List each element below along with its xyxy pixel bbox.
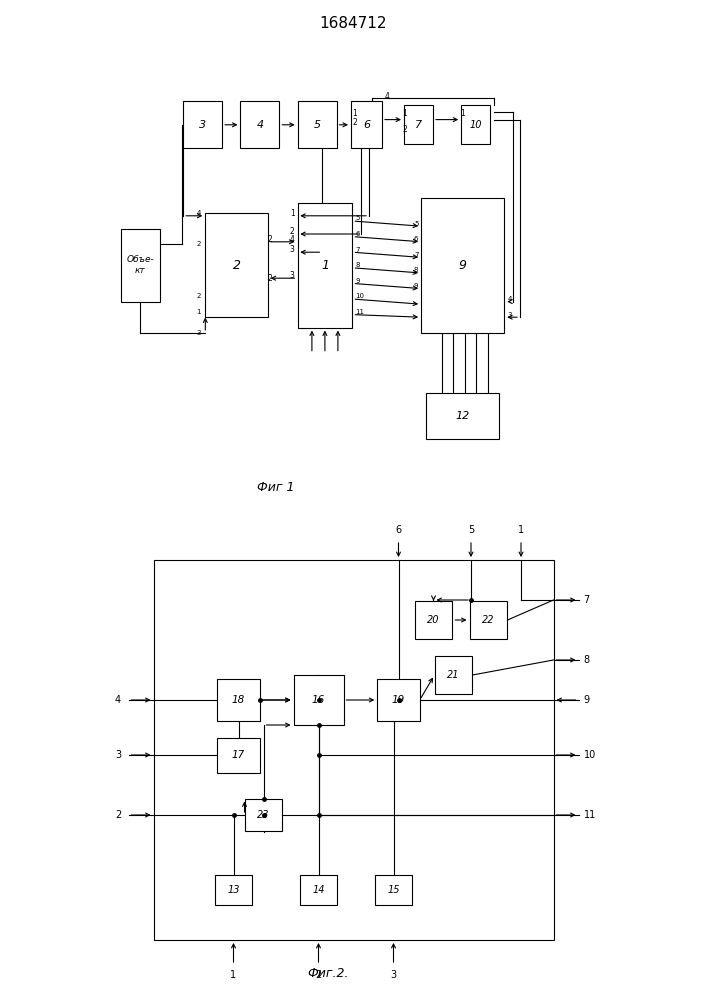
Bar bbox=[217, 738, 259, 772]
Text: 3: 3 bbox=[290, 271, 295, 280]
Text: Фиг 1: Фиг 1 bbox=[257, 481, 294, 494]
Text: 1: 1 bbox=[402, 109, 407, 118]
Text: 4: 4 bbox=[115, 695, 121, 705]
Bar bbox=[469, 601, 507, 639]
Text: 1: 1 bbox=[290, 209, 295, 218]
Text: 18: 18 bbox=[232, 695, 245, 705]
Bar bbox=[300, 875, 337, 905]
Bar bbox=[217, 679, 259, 721]
Text: 20: 20 bbox=[427, 615, 440, 625]
Text: 4: 4 bbox=[290, 235, 295, 244]
Bar bbox=[426, 393, 499, 439]
Bar bbox=[462, 105, 490, 144]
Bar bbox=[240, 101, 279, 148]
Text: 2: 2 bbox=[115, 810, 121, 820]
Text: 1: 1 bbox=[197, 309, 201, 315]
Text: 16: 16 bbox=[312, 695, 325, 705]
Text: 2: 2 bbox=[268, 235, 273, 244]
Text: 6: 6 bbox=[414, 236, 419, 242]
Bar bbox=[183, 101, 222, 148]
Bar bbox=[298, 101, 337, 148]
Text: 1684712: 1684712 bbox=[320, 16, 387, 31]
Text: 10: 10 bbox=[355, 293, 364, 299]
Text: 22: 22 bbox=[482, 615, 495, 625]
Bar bbox=[415, 601, 452, 639]
Bar bbox=[435, 656, 472, 694]
Text: 19: 19 bbox=[392, 695, 405, 705]
Text: 3: 3 bbox=[507, 312, 512, 318]
Text: 3: 3 bbox=[115, 750, 121, 760]
Text: Объе-
кт: Объе- кт bbox=[127, 255, 154, 275]
Bar bbox=[121, 229, 160, 302]
Text: 8: 8 bbox=[583, 655, 590, 665]
Bar bbox=[404, 105, 433, 144]
Text: 4: 4 bbox=[257, 120, 264, 130]
Text: 21: 21 bbox=[448, 670, 460, 680]
Text: 1: 1 bbox=[518, 525, 524, 535]
Text: 11: 11 bbox=[583, 810, 596, 820]
Text: 2: 2 bbox=[268, 274, 273, 283]
Text: 8: 8 bbox=[355, 262, 360, 268]
Text: 1: 1 bbox=[230, 970, 237, 980]
Text: 1: 1 bbox=[460, 109, 464, 118]
Text: 2: 2 bbox=[197, 241, 201, 247]
Text: 5: 5 bbox=[355, 215, 359, 221]
Text: Фиг.2.: Фиг.2. bbox=[308, 967, 349, 980]
Text: 3: 3 bbox=[390, 970, 397, 980]
Text: 10: 10 bbox=[583, 750, 596, 760]
Text: 5: 5 bbox=[468, 525, 474, 535]
Text: 3: 3 bbox=[197, 330, 201, 336]
Text: 15: 15 bbox=[387, 885, 399, 895]
Text: 4: 4 bbox=[508, 296, 512, 302]
Text: 11: 11 bbox=[355, 309, 364, 315]
Text: 7: 7 bbox=[583, 595, 590, 605]
Text: 9: 9 bbox=[459, 259, 467, 272]
Text: 23: 23 bbox=[257, 810, 270, 820]
Text: 2: 2 bbox=[197, 293, 201, 299]
Text: 7: 7 bbox=[414, 252, 419, 258]
Bar bbox=[205, 213, 268, 317]
Text: 1: 1 bbox=[353, 109, 358, 118]
Text: 3: 3 bbox=[199, 120, 206, 130]
Bar bbox=[245, 799, 282, 831]
Text: 4: 4 bbox=[385, 92, 390, 101]
Bar bbox=[421, 198, 504, 333]
Text: 1: 1 bbox=[321, 259, 329, 272]
Text: 6: 6 bbox=[363, 120, 370, 130]
Text: 13: 13 bbox=[227, 885, 240, 895]
Text: 8: 8 bbox=[414, 267, 419, 273]
Text: 3: 3 bbox=[290, 245, 295, 254]
Text: 2: 2 bbox=[402, 125, 407, 134]
Bar bbox=[351, 101, 382, 148]
Text: 5: 5 bbox=[313, 120, 321, 130]
Text: 12: 12 bbox=[455, 411, 470, 421]
Text: 6: 6 bbox=[355, 231, 360, 237]
Text: 10: 10 bbox=[469, 120, 482, 130]
Bar bbox=[298, 203, 352, 328]
Text: 2: 2 bbox=[233, 259, 240, 272]
Text: 7: 7 bbox=[415, 120, 422, 130]
Text: 14: 14 bbox=[312, 885, 325, 895]
Text: 6: 6 bbox=[395, 525, 402, 535]
Text: 7: 7 bbox=[355, 247, 360, 253]
Bar bbox=[153, 560, 554, 940]
Bar bbox=[215, 875, 252, 905]
Text: 9: 9 bbox=[355, 278, 360, 284]
Text: 17: 17 bbox=[232, 750, 245, 760]
Bar bbox=[378, 679, 420, 721]
Text: 4: 4 bbox=[197, 210, 201, 216]
Text: 2: 2 bbox=[315, 970, 322, 980]
Bar bbox=[375, 875, 412, 905]
Text: 9: 9 bbox=[414, 283, 419, 289]
Text: 5: 5 bbox=[414, 221, 419, 227]
Text: 9: 9 bbox=[583, 695, 590, 705]
Bar bbox=[293, 675, 344, 725]
Text: 2: 2 bbox=[290, 227, 295, 236]
Text: 2: 2 bbox=[353, 118, 358, 127]
